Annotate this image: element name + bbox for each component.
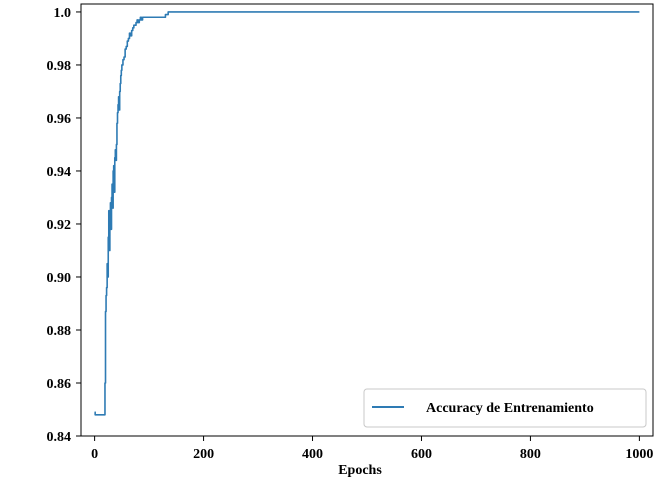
plot-frame [80, 3, 654, 437]
x-tick-label: 800 [520, 447, 541, 462]
legend: Accuracy de Entrenamiento [363, 388, 647, 428]
y-tick-label: 0.86 [47, 377, 72, 392]
y-tick-label: 0.94 [47, 165, 72, 180]
x-tick-label: 1000 [625, 447, 653, 462]
y-tick-label: 0.84 [47, 430, 72, 445]
x-tick-label: 200 [193, 447, 214, 462]
series-line-accuracy [94, 11, 640, 416]
y-axis: 0.84 0.86 0.88 0.90 0.92 0.94 0.96 0.98 1.0 [47, 6, 81, 445]
series-layer [94, 11, 640, 416]
y-tick-label: 0.96 [47, 112, 72, 127]
x-tick-label: 400 [302, 447, 323, 462]
x-axis: 0 200 400 600 800 1000 [91, 436, 653, 462]
legend-label: Accuracy de Entrenamiento [426, 401, 594, 416]
x-axis-title: Epochs [338, 463, 382, 478]
x-tick-label: 0 [91, 447, 98, 462]
x-tick-label: 600 [411, 447, 432, 462]
legend-box [363, 388, 647, 428]
y-tick-label: 0.92 [47, 218, 72, 233]
y-tick-label: 1.0 [54, 6, 72, 21]
y-tick-label: 0.90 [47, 271, 72, 286]
y-tick-label: 0.98 [47, 59, 72, 74]
y-tick-label: 0.88 [47, 324, 72, 339]
